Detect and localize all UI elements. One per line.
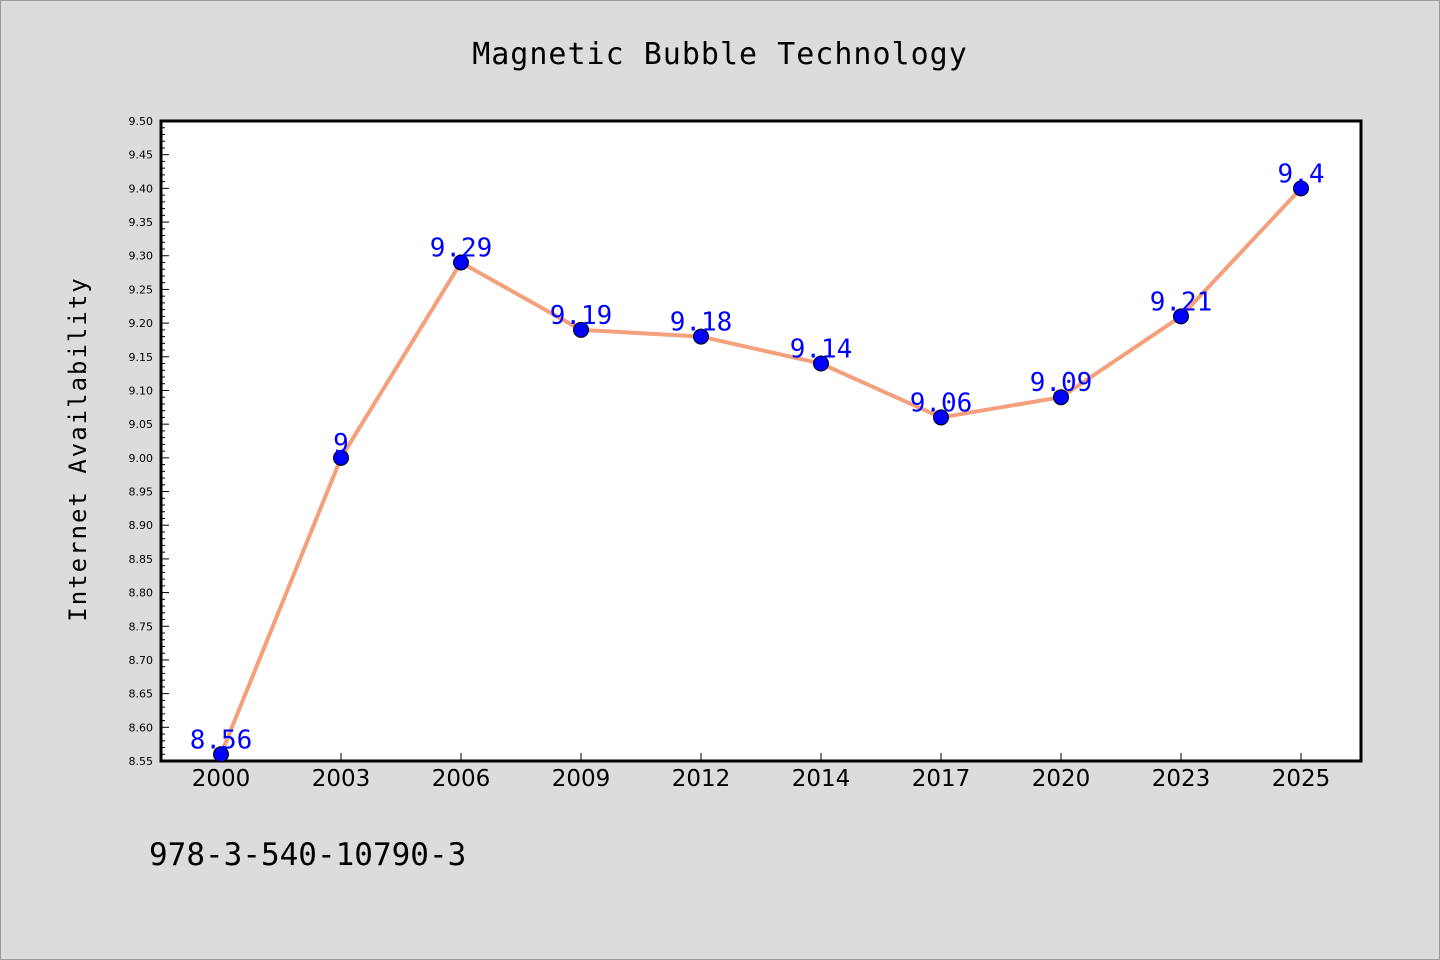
data-point[interactable] xyxy=(213,746,229,763)
data-label: 9.21 xyxy=(1150,287,1213,317)
y-tick-label: 8.95 xyxy=(129,486,154,499)
data-point[interactable] xyxy=(1173,308,1189,325)
data-point[interactable] xyxy=(693,328,709,345)
isbn-text: 978-3-540-10790-3 xyxy=(149,837,466,873)
data-label: 9.06 xyxy=(910,388,973,418)
x-tick-label: 2012 xyxy=(672,766,731,792)
data-point[interactable] xyxy=(933,409,949,426)
x-tick-label: 2014 xyxy=(792,766,851,792)
data-label: 8.56 xyxy=(190,725,253,755)
y-tick-label: 8.80 xyxy=(129,587,154,600)
series-line xyxy=(219,187,1303,756)
data-label: 9.09 xyxy=(1030,368,1093,398)
data-label: 9.4 xyxy=(1278,159,1325,189)
plot-area xyxy=(159,119,1363,763)
x-tick-label: 2000 xyxy=(192,766,251,792)
y-tick-label: 9.30 xyxy=(129,250,154,263)
y-tick-label: 9.10 xyxy=(129,384,154,397)
data-point[interactable] xyxy=(453,254,469,271)
y-tick-label: 9.35 xyxy=(129,216,154,229)
data-label: 9.14 xyxy=(790,335,853,365)
data-label: 9 xyxy=(333,429,349,459)
y-tick-label: 8.65 xyxy=(129,688,154,701)
y-tick-label: 8.60 xyxy=(129,721,154,734)
chart-title: Magnetic Bubble Technology xyxy=(472,37,968,72)
y-axis-label: Internet Availability xyxy=(64,276,92,621)
y-tick-label: 9.45 xyxy=(129,149,154,162)
y-tick-label: 8.75 xyxy=(129,620,154,633)
y-tick-label: 9.50 xyxy=(129,115,154,128)
data-label: 9.19 xyxy=(550,301,613,331)
data-label: 9.18 xyxy=(670,308,733,338)
x-axis: 2000 2003 2006 2009 2012 2014 2017 2020 2023 2025 xyxy=(192,753,1331,792)
y-tick-label: 9.20 xyxy=(129,317,154,330)
y-tick-label: 8.85 xyxy=(129,553,154,566)
data-point[interactable] xyxy=(813,355,829,372)
data-point[interactable] xyxy=(333,449,349,466)
x-tick-label: 2020 xyxy=(1032,766,1091,792)
x-tick-label: 2025 xyxy=(1272,766,1331,792)
x-tick-label: 2009 xyxy=(552,766,611,792)
y-tick-label: 8.70 xyxy=(129,654,154,667)
data-point[interactable] xyxy=(1293,180,1309,197)
x-tick-label: 2017 xyxy=(912,766,971,792)
y-tick-label: 8.55 xyxy=(129,755,154,768)
series-group: 8.56 9 9.29 9.19 9.18 9.14 9.06 9.09 9.21 9.4 xyxy=(190,159,1325,763)
y-tick-label: 9.25 xyxy=(129,283,154,296)
data-point[interactable] xyxy=(573,321,589,338)
x-tick-label: 2023 xyxy=(1152,766,1211,792)
x-tick-label: 2006 xyxy=(432,766,491,792)
data-point[interactable] xyxy=(1053,389,1069,406)
y-tick-label: 9.05 xyxy=(129,418,154,431)
data-label: 9.29 xyxy=(430,233,493,263)
y-tick-label: 8.90 xyxy=(129,519,154,532)
y-tick-label: 9.15 xyxy=(129,351,154,364)
y-tick-label: 9.00 xyxy=(129,452,154,465)
y-axis: 8.55 8.60 8.65 8.70 8.75 8.80 8.85 8.90 8.95 9.00… xyxy=(129,115,169,768)
y-tick-label: 9.40 xyxy=(129,182,154,195)
x-tick-label: 2003 xyxy=(312,766,371,792)
